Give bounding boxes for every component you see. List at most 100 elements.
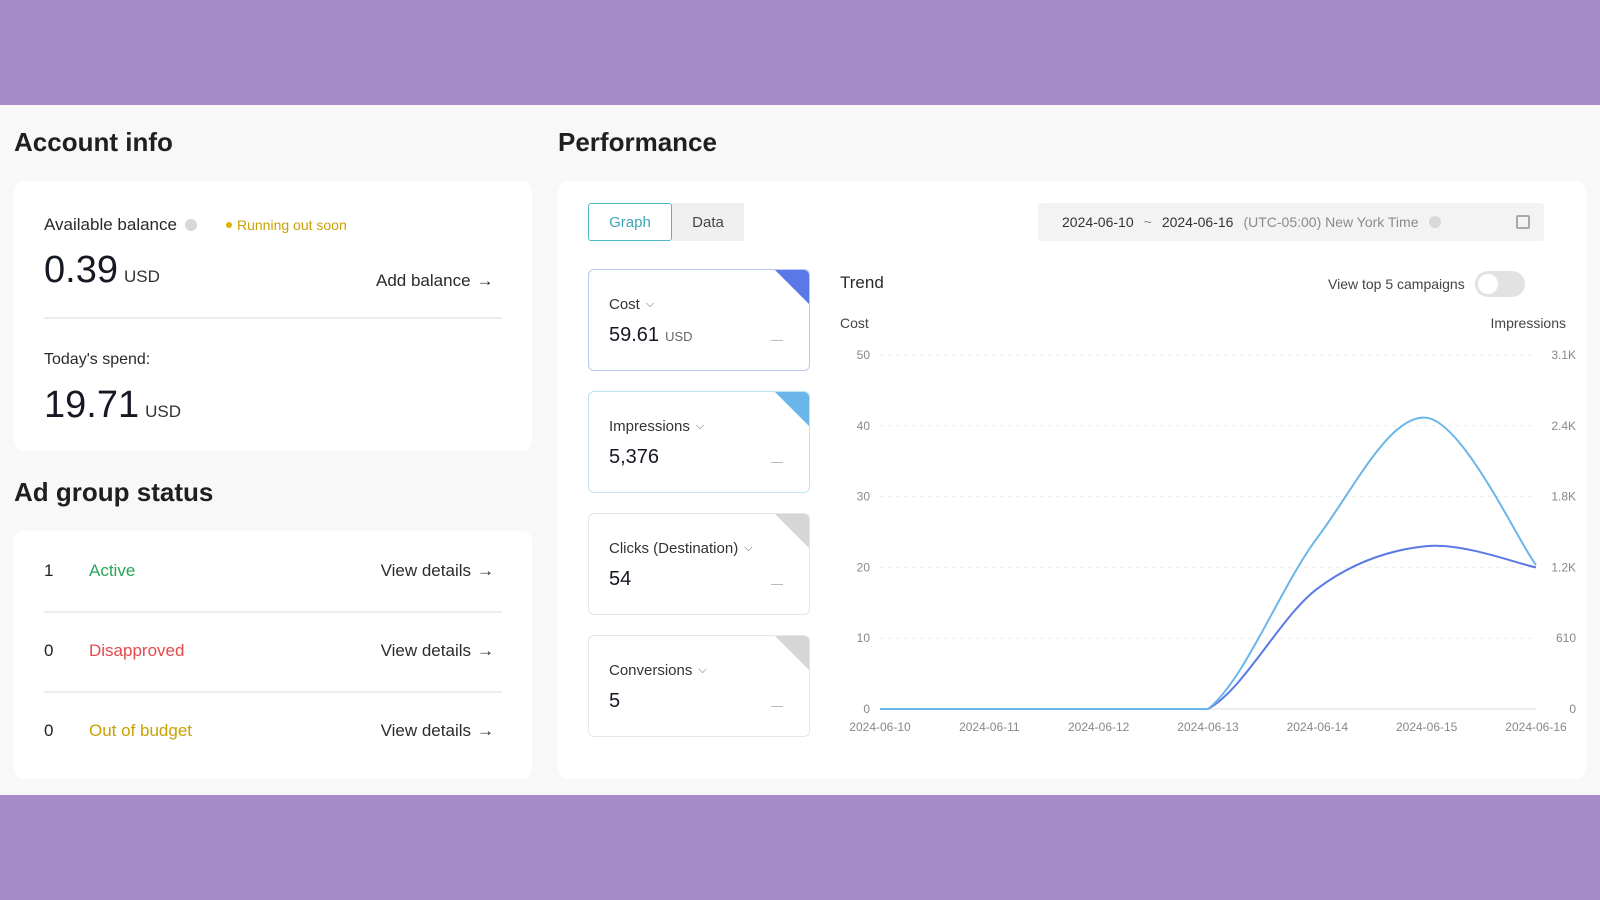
dash-icon (771, 706, 783, 707)
metric-value: 59.61 USD (609, 324, 693, 347)
todays-spend-label: Today's spend: (44, 351, 151, 368)
arrow-right-icon: → (477, 561, 494, 580)
warning-dot-icon (226, 222, 232, 228)
metric-card-impressions[interactable]: Impressions ⌵ 5,376 (588, 391, 810, 493)
y2-tick-label: 610 (1556, 631, 1576, 645)
y-tick-label: 40 (857, 419, 871, 433)
metric-label: Impressions ⌵ (609, 418, 704, 435)
status-count: 0 (44, 641, 54, 660)
y2-tick-label: 2.4K (1551, 419, 1576, 433)
spend-amount: 19.71 (44, 384, 140, 426)
metric-value-number: 54 (609, 568, 632, 590)
info-icon[interactable] (184, 219, 197, 231)
metric-label-text: Conversions (609, 662, 693, 679)
warning-text: Running out soon (237, 217, 347, 233)
view-tabs: Graph Data (588, 203, 744, 241)
x-tick-label: 2024-06-13 (1177, 720, 1239, 734)
ad-group-status-card: 1 Active View details → 0 Disapproved Vi… (14, 531, 532, 779)
metric-value: 5 (609, 690, 620, 713)
date-end: 2024-06-16 (1161, 214, 1234, 230)
unselected-corner-icon (775, 514, 809, 548)
top-campaigns-toggle[interactable] (1474, 271, 1525, 297)
account-info-card: Available balance Running out soon 0.39 … (14, 181, 532, 451)
x-tick-label: 2024-06-12 (1068, 720, 1130, 734)
timezone-label: (UTC-05:00) New York Time (1243, 214, 1419, 230)
x-tick-label: 2024-06-11 (959, 720, 1020, 734)
balance-amount: 0.39 (44, 249, 118, 291)
x-tick-label: 2024-06-10 (849, 720, 911, 734)
metric-card-cost[interactable]: Cost ⌵ 59.61 USD (588, 269, 810, 371)
metric-label-text: Clicks (Destination) (609, 540, 739, 557)
unselected-corner-icon (775, 636, 809, 670)
cost-series-line (880, 544, 1537, 710)
date-start: 2024-06-10 (1062, 214, 1134, 230)
view-details-text: View details (380, 721, 471, 740)
metric-label-text: Impressions (609, 418, 690, 435)
info-icon[interactable] (1428, 216, 1441, 228)
x-tick-label: 2024-06-14 (1287, 720, 1349, 734)
metric-label-text: Cost (609, 296, 640, 313)
y2-tick-label: 3.1K (1551, 348, 1576, 362)
y-tick-label: 10 (857, 631, 871, 645)
add-balance-link[interactable]: Add balance → (376, 271, 494, 291)
performance-title: Performance (558, 127, 717, 157)
view-details-link[interactable]: View details → (381, 561, 494, 581)
metric-value-number: 59.61 (609, 324, 660, 346)
status-label: Out of budget (89, 721, 193, 740)
chevron-down-icon[interactable]: ⌵ (645, 298, 655, 310)
ad-group-status-title: Ad group status (14, 477, 214, 507)
available-balance-label: Available balance (44, 215, 197, 235)
status-row-out-of-budget: 0 Out of budget View details → (44, 711, 494, 751)
status-count: 1 (44, 561, 54, 580)
date-range-picker[interactable]: 2024-06-10 ~ 2024-06-16 (UTC-05:00) New … (1038, 203, 1544, 241)
metric-label: Cost ⌵ (609, 296, 654, 313)
chevron-down-icon[interactable]: ⌵ (744, 542, 753, 554)
metric-card-clicks[interactable]: Clicks (Destination) ⌵ 54 (588, 513, 810, 615)
account-info-title: Account info (14, 127, 173, 157)
toggle-label: View top 5 campaigns (1328, 276, 1465, 292)
view-details-link[interactable]: View details → (381, 641, 494, 661)
view-details-text: View details (380, 561, 471, 580)
dash-icon (771, 584, 783, 585)
chevron-down-icon[interactable]: ⌵ (695, 420, 705, 432)
tab-graph[interactable]: Graph (588, 203, 672, 241)
view-details-link[interactable]: View details → (381, 721, 494, 741)
metric-value: 5,376 (609, 446, 659, 469)
add-balance-text: Add balance (376, 271, 471, 290)
y2-tick-label: 1.8K (1551, 490, 1576, 504)
divider (44, 317, 502, 319)
dash-icon (771, 340, 783, 341)
dash-icon (771, 462, 783, 463)
chevron-down-icon[interactable]: ⌵ (698, 664, 707, 676)
arrow-right-icon: → (477, 721, 494, 740)
view-details-text: View details (380, 641, 471, 660)
arrow-right-icon: → (476, 271, 494, 290)
y-tick-label: 50 (857, 348, 871, 362)
y-tick-label: 20 (857, 560, 871, 574)
metric-label: Clicks (Destination) ⌵ (609, 540, 753, 557)
todays-spend-value: 19.71 USD (44, 384, 181, 427)
calendar-icon[interactable] (1516, 215, 1530, 229)
metric-value-unit: USD (665, 329, 693, 344)
balance-unit: USD (123, 267, 160, 286)
x-tick-label: 2024-06-15 (1396, 720, 1458, 734)
trend-title: Trend (840, 273, 884, 292)
left-axis-label: Cost (840, 315, 869, 331)
divider (44, 611, 502, 613)
performance-card: Graph Data 2024-06-10 ~ 2024-06-16 (UTC-… (558, 181, 1586, 779)
running-out-warning: Running out soon (226, 217, 347, 233)
metric-value: 54 (609, 568, 631, 591)
selected-corner-icon (775, 270, 809, 304)
impressions-series-line (880, 416, 1537, 710)
metric-card-conversions[interactable]: Conversions ⌵ 5 (588, 635, 810, 737)
status-row-active: 1 Active View details → (44, 551, 494, 591)
dashboard: Account info Available balance Running o… (0, 105, 1600, 795)
tab-data[interactable]: Data (672, 203, 744, 241)
available-balance-text: Available balance (44, 215, 177, 234)
status-row-disapproved: 0 Disapproved View details → (44, 631, 494, 671)
y2-tick-label: 1.2K (1551, 560, 1576, 574)
selected-corner-icon (775, 392, 809, 426)
right-axis-label: Impressions (1490, 315, 1566, 331)
metric-value-number: 5 (609, 690, 621, 712)
